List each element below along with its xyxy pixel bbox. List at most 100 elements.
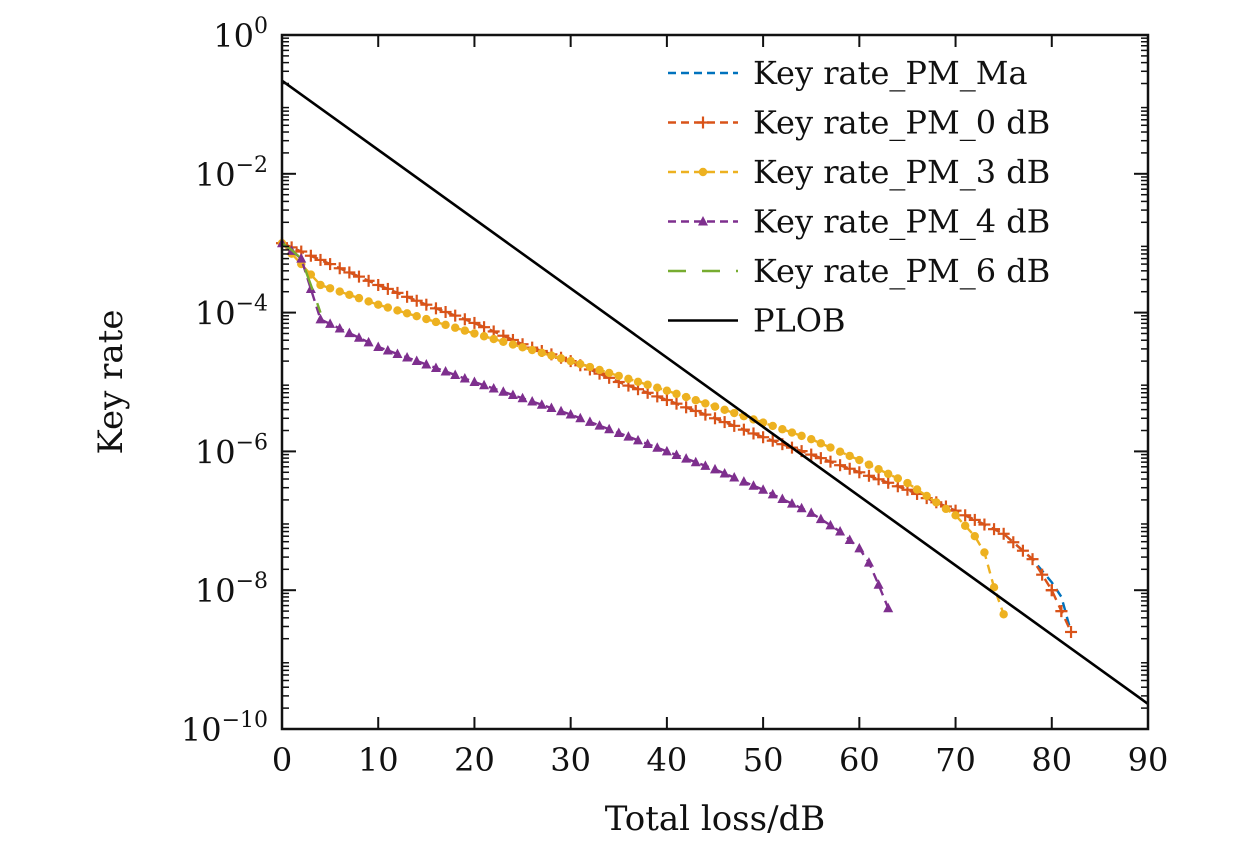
series-key-rate-pm-3-db-marker	[874, 465, 883, 474]
series-key-rate-pm-4-db-marker	[633, 434, 644, 445]
y-tick-exponent: −8	[236, 569, 268, 594]
series-key-rate-pm-4-db-marker	[353, 332, 364, 342]
series-key-rate-pm-4-db-marker	[334, 323, 345, 333]
series-key-rate-pm-4-db-marker	[373, 341, 384, 351]
series-key-rate-pm-3-db-marker	[797, 431, 806, 441]
series-key-rate-pm-0-db-marker	[420, 298, 433, 311]
y-tick-exponent: 0	[254, 14, 268, 39]
series-key-rate-pm-3-db-marker	[691, 396, 700, 405]
x-tick-label: 50	[743, 741, 784, 779]
series-key-rate-pm-3-db-marker	[354, 293, 364, 303]
series-key-rate-pm-0-db-marker	[1026, 553, 1039, 566]
series-plob-line	[281, 79, 1149, 705]
series-key-rate-pm-3-db-marker	[672, 389, 681, 399]
series-key-rate-pm-0-db-marker	[824, 455, 837, 468]
series-key-rate-pm-3-db-marker	[489, 334, 498, 344]
series-key-rate-pm-3-db-marker	[845, 451, 854, 461]
series-key-rate-pm-6-db	[281, 242, 322, 313]
series-key-rate-pm-3-db-marker	[325, 284, 335, 293]
series-key-rate-pm-4-db-marker	[661, 445, 672, 456]
series-key-rate-pm-4-db-marker	[652, 442, 663, 452]
series-key-rate-pm-4-db-marker	[325, 318, 336, 328]
legend-item-key-rate-pm-0-db: Key rate_PM_0 dB	[668, 104, 1050, 142]
series-key-rate-pm-0-db-marker	[1007, 536, 1020, 549]
series-key-rate-pm-0-db-marker	[988, 523, 1001, 536]
series-key-rate-pm-4-db-marker	[642, 438, 653, 449]
series-key-rate-pm-0-db-marker	[1016, 544, 1029, 557]
series-key-rate-pm-4-db-marker	[883, 602, 894, 613]
series-key-rate-pm-4-db-marker	[844, 534, 855, 544]
series-key-rate-pm-3-db-marker	[383, 303, 393, 312]
series-key-rate-pm-4-db-marker	[748, 480, 759, 490]
series-key-rate-pm-3-db-marker	[614, 371, 623, 381]
series-key-rate-pm-0-db-marker	[882, 476, 895, 489]
series-key-rate-pm-4-db-marker	[729, 472, 740, 482]
series-key-rate-pm-4-db-marker	[488, 383, 499, 393]
y-tick-base: 10	[195, 433, 236, 471]
series-key-rate-pm-4-db-marker	[440, 365, 451, 376]
series-key-rate-pm-3-db-marker	[701, 399, 710, 408]
series-key-rate-pm-0-db-marker	[478, 321, 491, 334]
series-key-rate-pm-4-db-marker	[623, 431, 634, 441]
series-key-rate-pm-0-db-marker	[968, 513, 981, 526]
series-key-rate-pm-0-db-marker	[689, 404, 702, 417]
x-tick-label: 40	[647, 741, 688, 779]
series-key-rate-pm-4-db-marker	[796, 502, 807, 513]
series-key-rate-pm-3-db-marker	[460, 326, 470, 335]
series-key-rate-pm-4-db-marker	[556, 405, 567, 416]
y-tick-base: 10	[213, 17, 254, 55]
series-key-rate-pm-0-db-marker	[853, 466, 866, 479]
series-key-rate-pm-3-db-marker	[604, 368, 614, 378]
series-key-rate-pm-0-db-marker	[449, 309, 462, 322]
series-key-rate-pm-0-db-marker	[1055, 605, 1068, 618]
x-tick-label: 60	[839, 741, 880, 779]
series-key-rate-pm-4-db-marker	[517, 392, 528, 403]
series-key-rate-pm-4-db	[277, 237, 894, 613]
series-key-rate-pm-0-db-marker	[997, 527, 1010, 540]
series-key-rate-pm-4-db-marker	[450, 369, 461, 379]
y-tick-label: 100	[213, 14, 268, 55]
series-key-rate-pm-0-db-marker	[333, 262, 346, 275]
series-key-rate-pm-3-db-marker	[835, 447, 845, 456]
series-key-rate-pm-3-db-marker	[393, 306, 402, 315]
series-key-rate-pm-3-db-marker	[807, 434, 816, 444]
series-key-rate-pm-4-db-marker	[690, 456, 701, 467]
plot-frame	[280, 33, 1150, 731]
series-key-rate-pm-0-db-marker	[680, 401, 693, 414]
x-tick-label: 10	[358, 741, 399, 779]
series-key-rate-pm-4-db-marker	[382, 344, 393, 355]
series-key-rate-pm-0-db-marker	[314, 253, 327, 266]
legend-item-key-rate-pm-6-db-label: Key rate_PM_6 dB	[753, 252, 1050, 290]
legend-item-plob-label: PLOB	[753, 302, 846, 340]
y-tick-label: 10−6	[195, 430, 268, 471]
series-key-rate-pm-4-db-marker	[873, 579, 884, 589]
series-key-rate-pm-0-db-marker	[343, 266, 356, 279]
series-key-rate-pm-6-db-line	[281, 242, 322, 313]
series-key-rate-pm-0-db-marker	[978, 518, 991, 531]
series-key-rate-pm-4-db-marker	[825, 519, 836, 530]
series-key-rate-pm-4-db-marker	[411, 355, 422, 365]
legend-item-key-rate-pm-3-db-marker	[698, 167, 708, 177]
series-key-rate-pm-0-db-marker	[737, 423, 750, 436]
series-key-rate-pm-3-db-marker	[518, 343, 527, 352]
series-key-rate-pm-4-db-marker	[344, 327, 355, 338]
series-key-rate-pm-0-db-marker	[439, 305, 452, 318]
series-key-rate-pm-3-db-marker	[431, 317, 441, 327]
series-key-rate-pm-0-db-marker	[862, 469, 875, 482]
series-key-rate-pm-4-db-marker	[392, 348, 403, 358]
series-key-rate-pm-3-db-marker	[451, 323, 460, 332]
series-key-rate-pm-3-db-marker	[787, 428, 797, 437]
series-key-rate-pm-3-db	[277, 239, 1008, 619]
series-key-rate-pm-3-db-marker	[778, 425, 787, 434]
series-key-rate-pm-4-db-marker	[498, 386, 509, 396]
series-key-rate-pm-3-db-marker	[941, 504, 951, 514]
y-tick-exponent: −4	[236, 292, 268, 317]
series-key-rate-pm-3-db-marker	[422, 314, 431, 324]
series-key-rate-pm-0-db-line	[281, 242, 1073, 633]
series-key-rate-pm-3-db-marker	[932, 498, 941, 507]
series-key-rate-pm-3-db-marker	[643, 380, 652, 389]
series-key-rate-pm-3-db-marker	[855, 455, 864, 465]
series-key-rate-pm-3-db-marker	[951, 511, 960, 520]
series-key-rate-pm-0-db-marker	[391, 286, 404, 299]
